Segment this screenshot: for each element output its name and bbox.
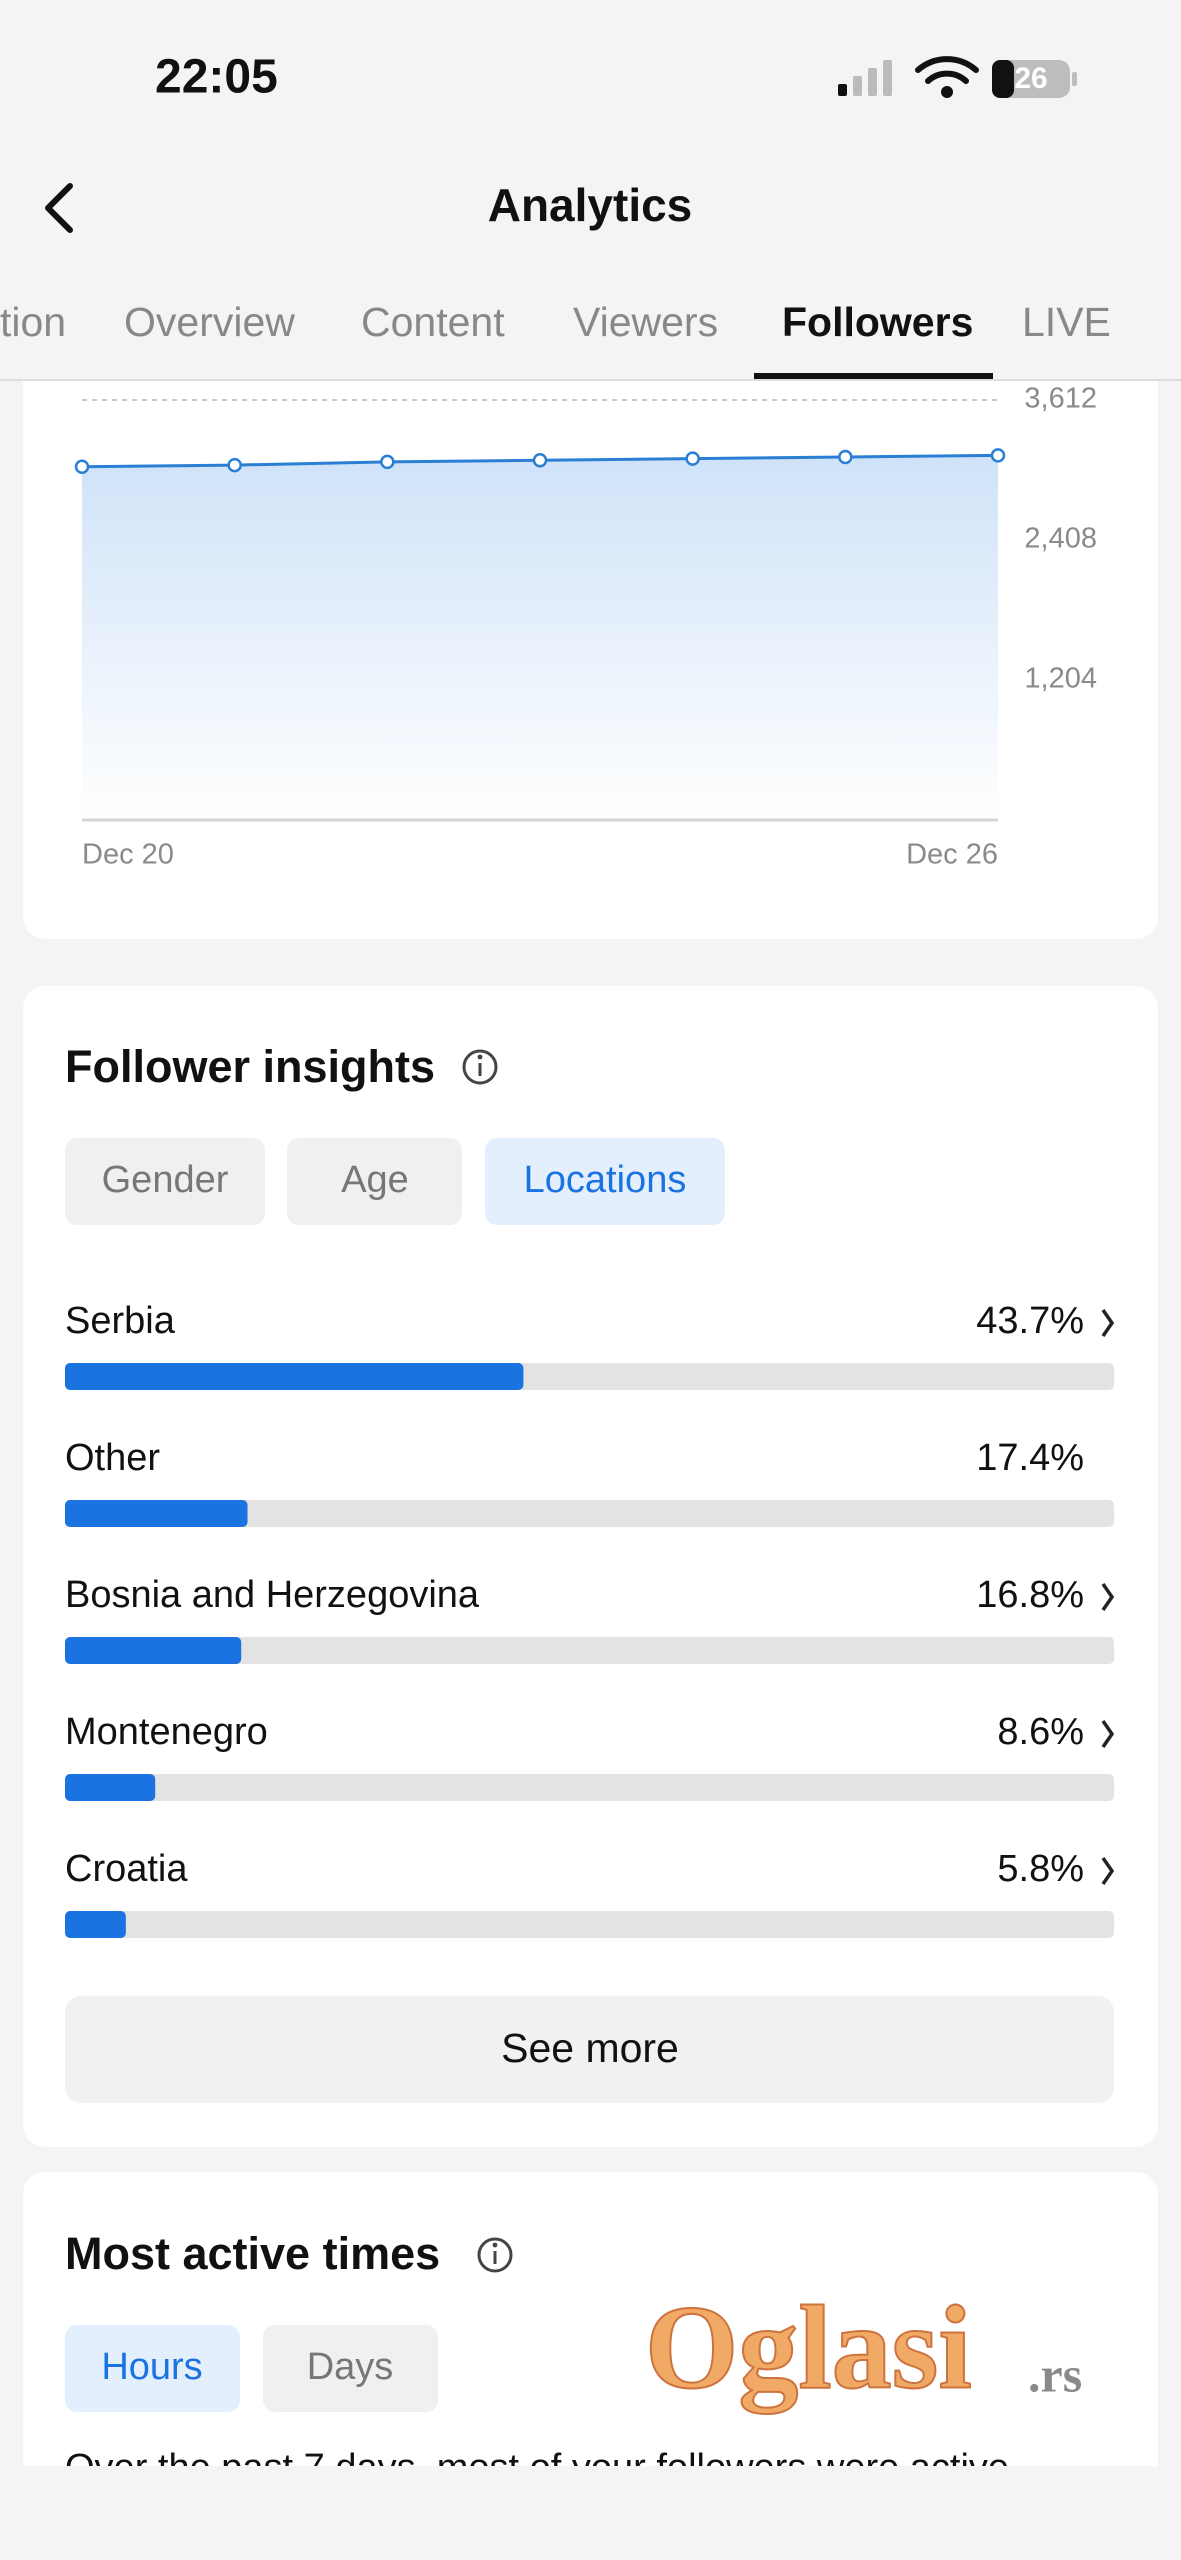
- bar: [65, 1911, 126, 1938]
- bar: [65, 1637, 242, 1664]
- insights-card: [23, 986, 1158, 2147]
- bar: [65, 1363, 524, 1390]
- chip[interactable]: [263, 2325, 438, 2412]
- tab[interactable]: LIVE: [1022, 299, 1111, 345]
- location-percent: 8.6%: [997, 1711, 1084, 1753]
- chip-label: Locations: [524, 1159, 687, 1201]
- chevron[interactable]: [1101, 1309, 1115, 1337]
- tab[interactable]: Content: [361, 299, 505, 345]
- chip-label: Gender: [102, 1159, 229, 1201]
- y-tick-label: 3,612: [1024, 383, 1097, 415]
- row-chevrons: [1101, 1309, 1115, 1885]
- point: [380, 454, 395, 470]
- bar-track: [65, 1774, 1114, 1801]
- watermark-suffix: .rs: [1028, 2346, 1082, 2402]
- location-name: Montenegro: [65, 1711, 268, 1753]
- see-more-button[interactable]: [65, 1996, 1114, 2103]
- area: [82, 455, 998, 820]
- x-tick-label: Dec 20: [82, 839, 174, 871]
- point: [532, 452, 548, 468]
- info-icon[interactable]: [462, 1049, 498, 1085]
- battery-percent: 26: [1014, 62, 1047, 95]
- line-chart: 1,204 2,408 3,612 Dec 20 Dec 26: [74, 383, 1097, 871]
- chip-selected[interactable]: [65, 2325, 240, 2412]
- location-name: Serbia: [65, 1300, 176, 1342]
- x-tick-label: Dec 26: [906, 839, 998, 871]
- bar-track: [65, 1500, 1114, 1527]
- location-name: Bosnia and Herzegovina: [65, 1574, 480, 1616]
- chip-selected[interactable]: [485, 1138, 725, 1225]
- chip-label: Hours: [101, 2346, 202, 2388]
- point: [685, 451, 700, 466]
- chip-label: Age: [341, 1159, 409, 1201]
- insights-title: Follower insights: [65, 1041, 435, 1092]
- watermark: Oglasi: [645, 2281, 972, 2415]
- tab[interactable]: Viewers: [573, 299, 718, 345]
- chevron[interactable]: [1101, 1720, 1115, 1748]
- status-time: 22:05: [155, 51, 278, 104]
- y-tick-label: 1,204: [1024, 663, 1097, 695]
- tab[interactable]: tion: [0, 299, 66, 345]
- scroll-content: 1,204 2,408 3,612 Dec 20 Dec 26 Follower ins…: [23, 300, 1158, 2489]
- location-percent: 16.8%: [976, 1574, 1084, 1616]
- location-percent: 17.4%: [976, 1437, 1084, 1479]
- y-tick-label: 2,408: [1024, 523, 1097, 555]
- active-description: Over the past 7 days, most of your follo…: [65, 2447, 1009, 2489]
- tab[interactable]: Followers: [782, 299, 973, 345]
- signal-icon: [838, 60, 892, 96]
- point: [227, 457, 242, 473]
- locations-chart: Serbia 43.7% Other 17.4% Bosnia and Herzegov…: [65, 1300, 1114, 1938]
- chevron[interactable]: [1101, 1583, 1115, 1611]
- chip-label: Days: [307, 2346, 394, 2388]
- chip[interactable]: [65, 1138, 265, 1225]
- chip[interactable]: [287, 1138, 462, 1225]
- battery-tip: [1072, 72, 1077, 86]
- info-icon[interactable]: [477, 2237, 513, 2273]
- wifi-icon: [915, 56, 979, 98]
- bar-track: [65, 1911, 1114, 1938]
- bar: [65, 1500, 248, 1527]
- chevron[interactable]: [1101, 1857, 1115, 1885]
- location-percent: 43.7%: [976, 1300, 1084, 1342]
- top-bar: [0, 0, 1181, 380]
- back-button[interactable]: [45, 183, 73, 233]
- tab[interactable]: Overview: [124, 299, 295, 345]
- point: [74, 459, 90, 474]
- point: [990, 448, 1006, 463]
- tab-underline: [754, 373, 993, 379]
- battery-level: [992, 60, 1014, 98]
- location-name: Croatia: [65, 1848, 188, 1890]
- bar-track: [65, 1637, 1114, 1664]
- location-percent: 5.8%: [997, 1848, 1084, 1890]
- active-title: Most active times: [65, 2228, 440, 2279]
- bar: [65, 1774, 156, 1801]
- point: [838, 449, 853, 465]
- page-title: Analytics: [488, 179, 693, 231]
- see-more-label: See more: [501, 2025, 679, 2071]
- location-name: Other: [65, 1437, 160, 1479]
- tab-bar: tion Overview Content Viewers Followers LIVE: [0, 299, 1111, 345]
